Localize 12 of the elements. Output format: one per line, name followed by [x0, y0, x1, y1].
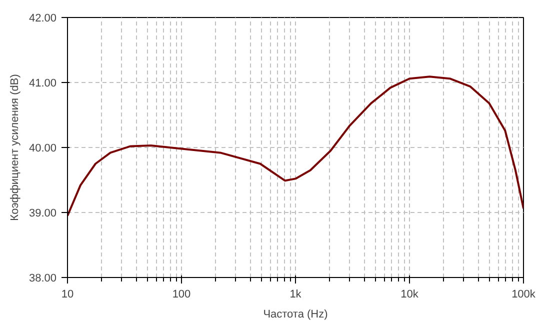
y-tick-label: 40.00	[28, 142, 57, 154]
x-tick-label: 100k	[512, 288, 536, 300]
x-axis-title: Частота (Hz)	[263, 308, 328, 320]
y-axis-title: Коэффициент усиления (dB)	[8, 74, 21, 221]
y-tick-label: 41.00	[28, 78, 57, 90]
y-tick-label: 39.00	[28, 208, 57, 220]
x-tick-label: 100	[172, 288, 191, 300]
x-tick-label: 10k	[400, 288, 419, 300]
y-tick-label: 42.00	[28, 12, 57, 24]
x-tick-label: 10	[61, 288, 74, 300]
x-tick-label: 1k	[290, 288, 302, 300]
y-tick-label: 38.00	[28, 272, 57, 284]
